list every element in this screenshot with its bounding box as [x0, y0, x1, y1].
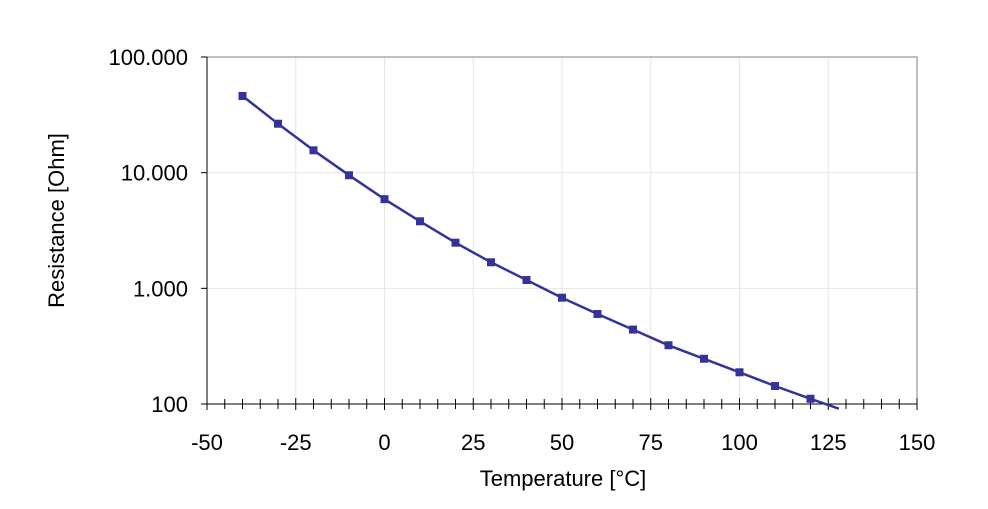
y-tick-label: 10.000 [121, 161, 188, 186]
data-point [735, 368, 744, 377]
x-tick-label: 75 [639, 430, 663, 455]
axes [201, 56, 918, 410]
data-point [522, 276, 531, 285]
data-point [416, 217, 424, 226]
y-tick-label: 100 [151, 392, 188, 417]
data-point [806, 394, 815, 403]
x-tick-label: 0 [378, 430, 390, 455]
data-point [451, 238, 460, 247]
data-point [345, 171, 353, 180]
x-axis-title: Temperature [°C] [480, 466, 647, 491]
y-axis-title: Resistance [Ohm] [44, 133, 69, 308]
data-point [380, 195, 389, 204]
series-line [241, 95, 840, 410]
y-tick-label: 100.000 [108, 45, 188, 70]
x-tick-label: -25 [280, 430, 312, 455]
x-tick-label: -50 [191, 430, 223, 455]
data-point [664, 341, 673, 350]
x-tick-label: 125 [810, 430, 847, 455]
data-point [238, 92, 247, 101]
x-tick-label: 25 [461, 430, 485, 455]
data-point [309, 146, 318, 155]
tick-labels: -50 -25 0 25 50 75 100 125 150 100 1.000 10.000 100.… [108, 45, 935, 455]
x-tick-label: 150 [899, 430, 936, 455]
data-point [771, 382, 779, 391]
x-tick-label: 50 [550, 430, 574, 455]
grid [207, 57, 917, 404]
data-point [487, 258, 495, 267]
x-tick-label: 100 [721, 430, 758, 455]
data-point [274, 119, 282, 128]
data-point [558, 293, 566, 302]
y-tick-label: 1.000 [133, 276, 188, 301]
series-layer [238, 92, 840, 410]
data-point [629, 325, 637, 334]
data-point [700, 354, 708, 363]
data-point [593, 309, 602, 318]
